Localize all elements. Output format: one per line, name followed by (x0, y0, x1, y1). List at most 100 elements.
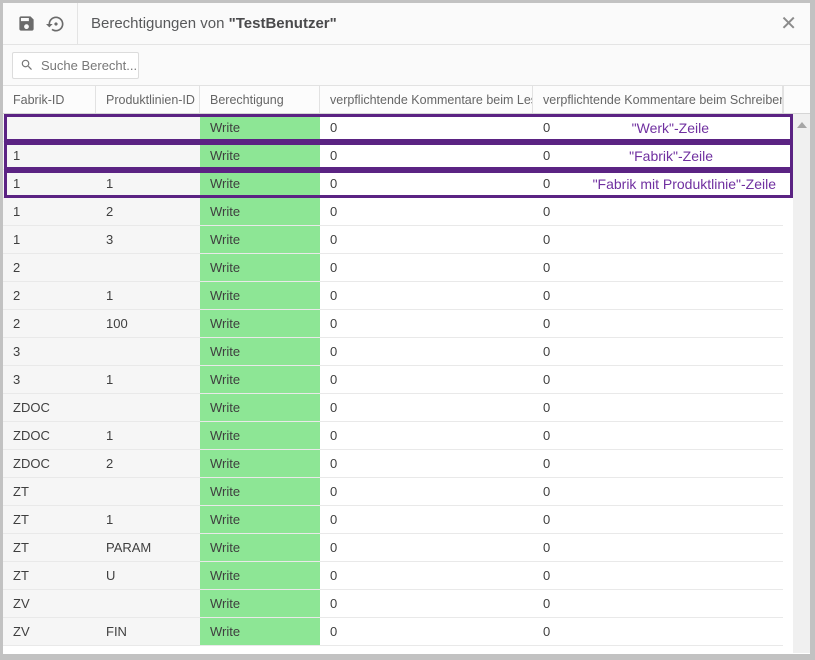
cell-berechtigung[interactable]: Write (200, 590, 320, 617)
cell-produktlinie[interactable]: 1 (96, 422, 200, 449)
column-header[interactable]: verpflichtende Kommentare beim Schreiben (533, 86, 783, 113)
search-input[interactable]: Suche Berecht... (12, 51, 139, 79)
cell-schreiben[interactable]: 0 (543, 176, 551, 191)
table-row[interactable]: ZDOC Write 0 0 (3, 394, 783, 422)
table-row[interactable]: 2 1 Write 0 0 (3, 282, 783, 310)
cell-lesen[interactable]: 0 (330, 596, 338, 611)
cell-fabrik[interactable]: ZT (3, 562, 96, 589)
cell-produktlinie[interactable] (96, 114, 200, 141)
cell-schreiben[interactable]: 0 (543, 372, 551, 387)
cell-berechtigung[interactable]: Write (200, 338, 320, 365)
cell-berechtigung[interactable]: Write (200, 198, 320, 225)
cell-fabrik[interactable]: 1 (3, 170, 96, 197)
cell-produktlinie[interactable] (96, 338, 200, 365)
cell-schreiben[interactable]: 0 (543, 400, 551, 415)
cell-lesen[interactable]: 0 (330, 148, 338, 163)
table-row[interactable]: 3 Write 0 0 (3, 338, 783, 366)
cell-schreiben[interactable]: 0 (543, 484, 551, 499)
cell-produktlinie[interactable]: 2 (96, 198, 200, 225)
cell-lesen[interactable]: 0 (330, 260, 338, 275)
cell-fabrik[interactable]: ZT (3, 506, 96, 533)
cell-berechtigung[interactable]: Write (200, 366, 320, 393)
table-row[interactable]: ZDOC 2 Write 0 0 (3, 450, 783, 478)
cell-lesen[interactable]: 0 (330, 456, 338, 471)
cell-lesen[interactable]: 0 (330, 484, 338, 499)
cell-lesen[interactable]: 0 (330, 512, 338, 527)
cell-schreiben[interactable]: 0 (543, 288, 551, 303)
cell-fabrik[interactable]: ZV (3, 618, 96, 645)
cell-lesen[interactable]: 0 (330, 288, 338, 303)
cell-schreiben[interactable]: 0 (543, 512, 551, 527)
cell-berechtigung[interactable]: Write (200, 506, 320, 533)
column-header[interactable]: verpflichtende Kommentare beim Lesen (320, 86, 533, 113)
column-header[interactable]: Fabrik-ID (3, 86, 96, 113)
vertical-scrollbar[interactable] (793, 114, 810, 653)
cell-schreiben[interactable]: 0 (543, 148, 551, 163)
cell-fabrik[interactable]: ZT (3, 534, 96, 561)
cell-lesen[interactable]: 0 (330, 568, 338, 583)
cell-fabrik[interactable]: 3 (3, 338, 96, 365)
cell-fabrik[interactable]: 1 (3, 142, 96, 169)
cell-berechtigung[interactable]: Write (200, 422, 320, 449)
table-row[interactable]: 1 Write 0 0 (3, 142, 783, 170)
table-row[interactable]: ZV Write 0 0 (3, 590, 783, 618)
cell-lesen[interactable]: 0 (330, 120, 338, 135)
cell-schreiben[interactable]: 0 (543, 260, 551, 275)
cell-fabrik[interactable]: 2 (3, 282, 96, 309)
cell-fabrik[interactable]: ZV (3, 590, 96, 617)
cell-produktlinie[interactable]: 100 (96, 310, 200, 337)
cell-berechtigung[interactable]: Write (200, 142, 320, 169)
cell-fabrik[interactable]: 3 (3, 366, 96, 393)
cell-berechtigung[interactable]: Write (200, 394, 320, 421)
cell-berechtigung[interactable]: Write (200, 170, 320, 197)
cell-fabrik[interactable]: ZT (3, 478, 96, 505)
cell-produktlinie[interactable] (96, 142, 200, 169)
cell-produktlinie[interactable] (96, 478, 200, 505)
table-row[interactable]: 1 2 Write 0 0 (3, 198, 783, 226)
cell-fabrik[interactable]: ZDOC (3, 394, 96, 421)
cell-fabrik[interactable] (3, 114, 96, 141)
table-row[interactable]: ZT 1 Write 0 0 (3, 506, 783, 534)
cell-fabrik[interactable]: 1 (3, 226, 96, 253)
scroll-up-arrow-icon[interactable] (796, 122, 807, 128)
restore-button[interactable] (41, 9, 71, 39)
cell-fabrik[interactable]: 2 (3, 254, 96, 281)
cell-schreiben[interactable]: 0 (543, 344, 551, 359)
table-row[interactable]: ZT U Write 0 0 (3, 562, 783, 590)
cell-berechtigung[interactable]: Write (200, 450, 320, 477)
cell-schreiben[interactable]: 0 (543, 568, 551, 583)
cell-lesen[interactable]: 0 (330, 316, 338, 331)
cell-produktlinie[interactable]: 1 (96, 366, 200, 393)
cell-schreiben[interactable]: 0 (543, 624, 551, 639)
table-row[interactable]: ZT PARAM Write 0 0 (3, 534, 783, 562)
cell-produktlinie[interactable]: 1 (96, 282, 200, 309)
cell-fabrik[interactable]: 2 (3, 310, 96, 337)
cell-schreiben[interactable]: 0 (543, 232, 551, 247)
cell-produktlinie[interactable]: 2 (96, 450, 200, 477)
table-row[interactable]: 1 1 Write 0 0 (3, 170, 783, 198)
cell-produktlinie[interactable] (96, 394, 200, 421)
cell-schreiben[interactable]: 0 (543, 596, 551, 611)
column-header[interactable]: Berechtigung (200, 86, 320, 113)
cell-schreiben[interactable]: 0 (543, 316, 551, 331)
cell-schreiben[interactable]: 0 (543, 540, 551, 555)
cell-produktlinie[interactable] (96, 254, 200, 281)
table-row[interactable]: ZDOC 1 Write 0 0 (3, 422, 783, 450)
table-row[interactable]: 3 1 Write 0 0 (3, 366, 783, 394)
cell-lesen[interactable]: 0 (330, 624, 338, 639)
cell-berechtigung[interactable]: Write (200, 282, 320, 309)
cell-schreiben[interactable]: 0 (543, 456, 551, 471)
cell-lesen[interactable]: 0 (330, 344, 338, 359)
table-row[interactable]: Write 0 0 (3, 114, 783, 142)
table-row[interactable]: 1 3 Write 0 0 (3, 226, 783, 254)
cell-lesen[interactable]: 0 (330, 428, 338, 443)
save-button[interactable] (11, 9, 41, 39)
cell-fabrik[interactable]: ZDOC (3, 422, 96, 449)
cell-schreiben[interactable]: 0 (543, 428, 551, 443)
cell-produktlinie[interactable]: 3 (96, 226, 200, 253)
cell-produktlinie[interactable]: 1 (96, 506, 200, 533)
cell-produktlinie[interactable]: PARAM (96, 534, 200, 561)
cell-lesen[interactable]: 0 (330, 232, 338, 247)
cell-schreiben[interactable]: 0 (543, 204, 551, 219)
cell-lesen[interactable]: 0 (330, 400, 338, 415)
